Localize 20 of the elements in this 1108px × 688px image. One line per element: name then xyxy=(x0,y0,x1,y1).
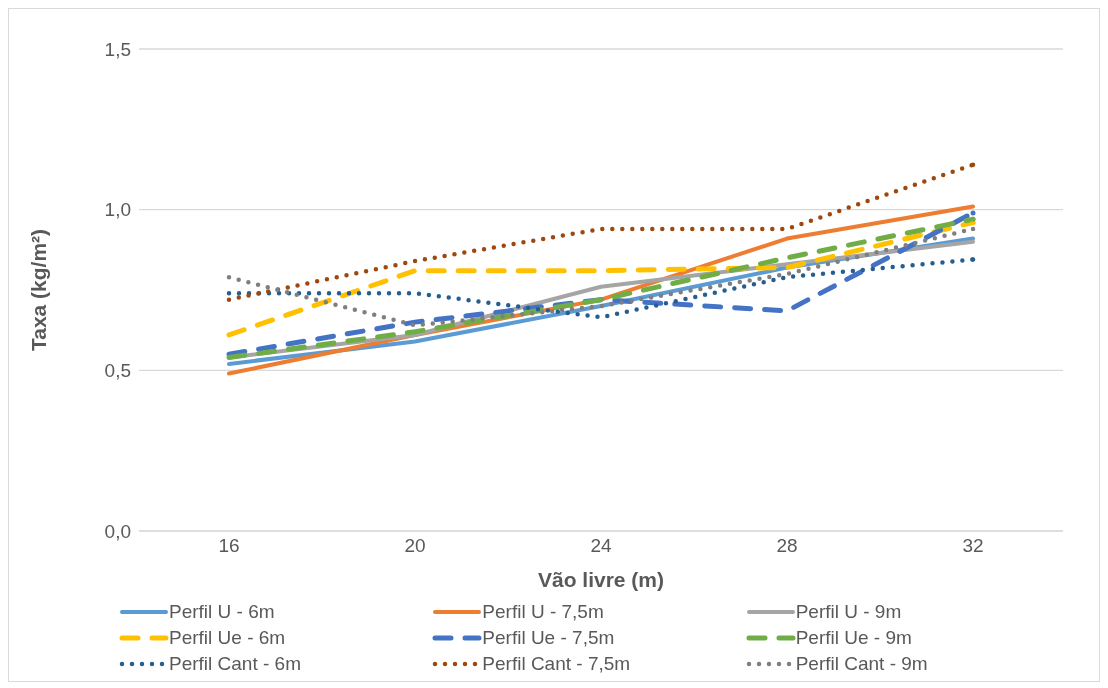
y-tick-label: 0,0 xyxy=(104,520,131,542)
legend-label: Perfil Cant - 7,5m xyxy=(482,653,631,675)
y-axis-title: Taxa (kg/m²) xyxy=(27,228,51,352)
legend-label: Perfil U - 7,5m xyxy=(482,601,604,623)
x-axis-title: Vão livre (m) xyxy=(537,568,665,591)
legend-label: Perfil Ue - 7,5m xyxy=(482,627,615,649)
legend-label: Perfil Ue - 6m xyxy=(169,627,286,649)
x-tick-label: 16 xyxy=(218,535,240,557)
x-tick-label: 20 xyxy=(404,535,426,557)
legend-label: Perfil Ue - 9m xyxy=(795,627,912,649)
legend-label: Perfil Cant - 6m xyxy=(169,653,301,675)
x-tick-label: 24 xyxy=(590,535,612,557)
y-tick-label: 0,5 xyxy=(104,360,131,382)
y-tick-label: 1,5 xyxy=(104,38,131,60)
legend-label: Perfil Cant - 9m xyxy=(795,653,928,675)
legend-label: Perfil U - 9m xyxy=(795,601,902,623)
y-tick-label: 1,0 xyxy=(104,199,131,221)
legend-label: Perfil U - 6m xyxy=(169,601,275,623)
x-tick-label: 32 xyxy=(962,535,984,557)
x-tick-label: 28 xyxy=(776,535,798,557)
